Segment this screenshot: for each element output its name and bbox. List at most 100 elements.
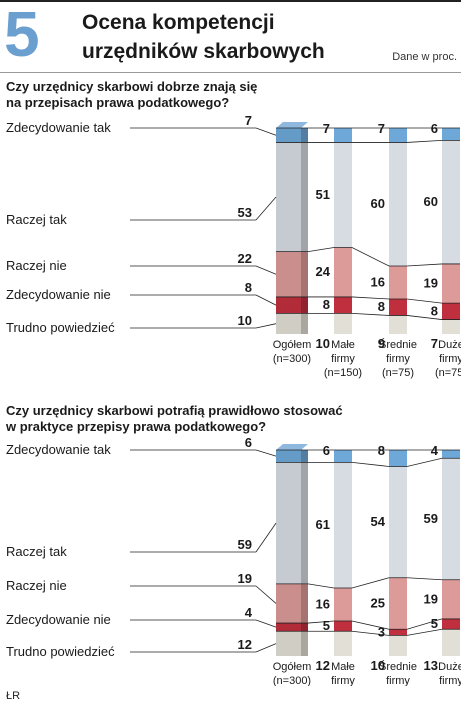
chart-2-question-line-2: w praktyce przepisy prawa podatkowego? [6, 419, 267, 434]
leader-elbow-raczej-nie [255, 585, 277, 604]
legend-label-zdecydowanie-nie: Zdecydowanie nie [6, 287, 111, 302]
bar-srednie-firmy-trudno-powiedziec [389, 635, 407, 656]
chart-2-question: Czy urzędnicy skarbowi potrafią prawidło… [6, 403, 343, 435]
bar-duze-firmy-zdecydowanie-tak [442, 450, 460, 459]
bar-ogolem-zdecydowanie-tak [276, 450, 301, 463]
bar-ogolem-raczej-nie [276, 583, 301, 624]
boundary-line-zdecydowanie-nie [276, 628, 460, 636]
value-label-ogolem-trudno-powiedziec: 12 [238, 637, 252, 652]
bar-srednie-firmy-raczej-tak [389, 142, 407, 267]
value-label-duze-firmy-zdecydowanie-tak: 6 [431, 121, 438, 136]
bar-side-raczej-tak [301, 462, 308, 584]
value-label-male-firmy-raczej-tak: 61 [316, 517, 330, 532]
legend-label-trudno-powiedziec: Trudno powiedzieć [6, 320, 115, 335]
bar-duze-firmy-zdecydowanie-nie [442, 303, 460, 320]
legend-label-raczej-tak: Raczej tak [6, 544, 67, 559]
value-label-ogolem-raczej-nie: 19 [238, 571, 252, 586]
boundary-line-raczej-tak [276, 247, 460, 267]
category-label-male-firmy-line-1: Małe [331, 339, 355, 351]
page-title: Ocena kompetencji urzędników skarbowych [82, 8, 325, 66]
category-label-srednie-firmy-line-1: Średnie [379, 660, 417, 673]
legend-label-zdecydowanie-tak: Zdecydowanie tak [6, 442, 111, 457]
value-label-duze-firmy-raczej-nie: 19 [424, 276, 438, 291]
legend-label-zdecydowanie-tak: Zdecydowanie tak [6, 120, 111, 135]
boundary-line-raczej-nie [276, 296, 460, 304]
bar-side-raczej-tak [301, 142, 308, 252]
bar-srednie-firmy-raczej-nie [389, 577, 407, 630]
category-label-duze-firmy-line-1: Duże [438, 339, 461, 351]
boundary-line-raczej-nie [276, 618, 460, 630]
legend-label-zdecydowanie-nie: Zdecydowanie nie [6, 612, 111, 627]
value-label-male-firmy-zdecydowanie-tak: 6 [323, 443, 330, 458]
category-label-ogolem-line-2: (n=300) [273, 675, 311, 686]
category-label-male-firmy-line-1: Małe [331, 661, 355, 673]
bar-side-raczej-nie [301, 583, 308, 624]
bar-duze-firmy-zdecydowanie-tak [442, 128, 460, 141]
bar-ogolem-raczej-tak [276, 462, 301, 584]
chart-2-question-line-1: Czy urzędnicy skarbowi potrafią prawidło… [6, 403, 343, 418]
value-label-male-firmy-raczej-nie: 16 [316, 597, 330, 612]
top-rule [0, 0, 461, 2]
leader-elbow-trudno-powiedziec [255, 323, 277, 329]
value-label-srednie-firmy-trudno-powiedziec: 10 [371, 658, 385, 673]
value-label-ogolem-raczej-tak: 59 [238, 537, 252, 552]
value-label-male-firmy-trudno-powiedziec: 12 [316, 658, 330, 673]
leader-elbow-zdecydowanie-tak [255, 127, 277, 136]
category-label-ogolem-line-1: Ogółem [273, 339, 312, 351]
bar-srednie-firmy-raczej-nie [389, 266, 407, 299]
bar-top-ogolem [276, 122, 308, 128]
legend-label-trudno-powiedziec: Trudno powiedzieć [6, 644, 115, 659]
bar-srednie-firmy-zdecydowanie-tak [389, 128, 407, 143]
author-credit: ŁR [6, 690, 21, 702]
value-label-duze-firmy-raczej-nie: 19 [424, 591, 438, 606]
value-label-srednie-firmy-zdecydowanie-tak: 7 [378, 121, 385, 136]
bar-duze-firmy-trudno-powiedziec [442, 629, 460, 656]
category-label-male-firmy-line-3: (n=150) [324, 367, 362, 379]
bar-ogolem-zdecydowanie-nie [276, 623, 301, 632]
value-label-srednie-firmy-trudno-powiedziec: 9 [378, 336, 385, 351]
bar-ogolem-zdecydowanie-tak [276, 128, 301, 143]
chart-1-question: Czy urzędnicy skarbowi dobrze znają się … [6, 79, 257, 111]
bar-side-zdecydowanie-nie [301, 623, 308, 632]
bar-srednie-firmy-zdecydowanie-tak [389, 450, 407, 467]
bar-srednie-firmy-raczej-tak [389, 466, 407, 578]
value-label-ogolem-zdecydowanie-tak: 7 [245, 113, 252, 128]
section-divider [0, 72, 461, 73]
category-label-srednie-firmy-line-3: (n=75) [382, 367, 414, 379]
leader-elbow-zdecydowanie-tak [255, 449, 277, 457]
value-label-duze-firmy-trudno-powiedziec: 13 [424, 658, 438, 673]
chart-1-question-line-1: Czy urzędnicy skarbowi dobrze znają się [6, 79, 258, 94]
value-label-srednie-firmy-zdecydowanie-nie: 3 [378, 624, 385, 639]
bar-side-raczej-nie [301, 251, 308, 297]
legend-label-raczej-tak: Raczej tak [6, 212, 67, 227]
value-label-srednie-firmy-zdecydowanie-tak: 8 [378, 443, 385, 458]
category-label-duze-firmy-line-1: Duże [438, 661, 461, 673]
value-label-ogolem-zdecydowanie-nie: 4 [245, 605, 253, 620]
category-label-ogolem-line-2: (n=300) [273, 353, 311, 365]
boundary-line-zdecydowanie-nie [276, 312, 460, 320]
value-label-duze-firmy-raczej-tak: 59 [424, 511, 438, 526]
category-label-duze-firmy-line-2: firmy [439, 353, 461, 365]
value-label-srednie-firmy-raczej-nie: 16 [371, 275, 385, 290]
category-label-duze-firmy-line-3: (n=75) [435, 367, 461, 379]
bar-srednie-firmy-zdecydowanie-nie [389, 298, 407, 316]
category-label-ogolem-line-1: Ogółem [273, 661, 312, 673]
category-label-male-firmy-line-2: firmy [331, 353, 355, 365]
leader-elbow-raczej-tak [255, 522, 277, 553]
value-label-male-firmy-zdecydowanie-tak: 7 [323, 121, 330, 136]
value-label-ogolem-zdecydowanie-nie: 8 [245, 280, 252, 295]
bar-ogolem-trudno-powiedziec [276, 631, 301, 656]
page-title-line-2: urzędników skarbowych [82, 40, 325, 63]
value-label-duze-firmy-zdecydowanie-nie: 5 [431, 616, 438, 631]
bar-srednie-firmy-zdecydowanie-nie [389, 629, 407, 636]
boundary-line-raczej-tak [276, 577, 460, 589]
leader-elbow-raczej-nie [255, 265, 277, 275]
bar-ogolem-trudno-powiedziec [276, 313, 301, 334]
value-label-ogolem-trudno-powiedziec: 10 [238, 313, 252, 328]
leader-elbow-zdecydowanie-nie [255, 294, 277, 306]
bar-male-firmy-raczej-tak [334, 142, 352, 248]
bar-side-zdecydowanie-tak [301, 450, 308, 463]
bar-duze-firmy-zdecydowanie-nie [442, 618, 460, 630]
unit-note: Dane w proc. [392, 51, 457, 63]
bar-ogolem-raczej-tak [276, 142, 301, 252]
